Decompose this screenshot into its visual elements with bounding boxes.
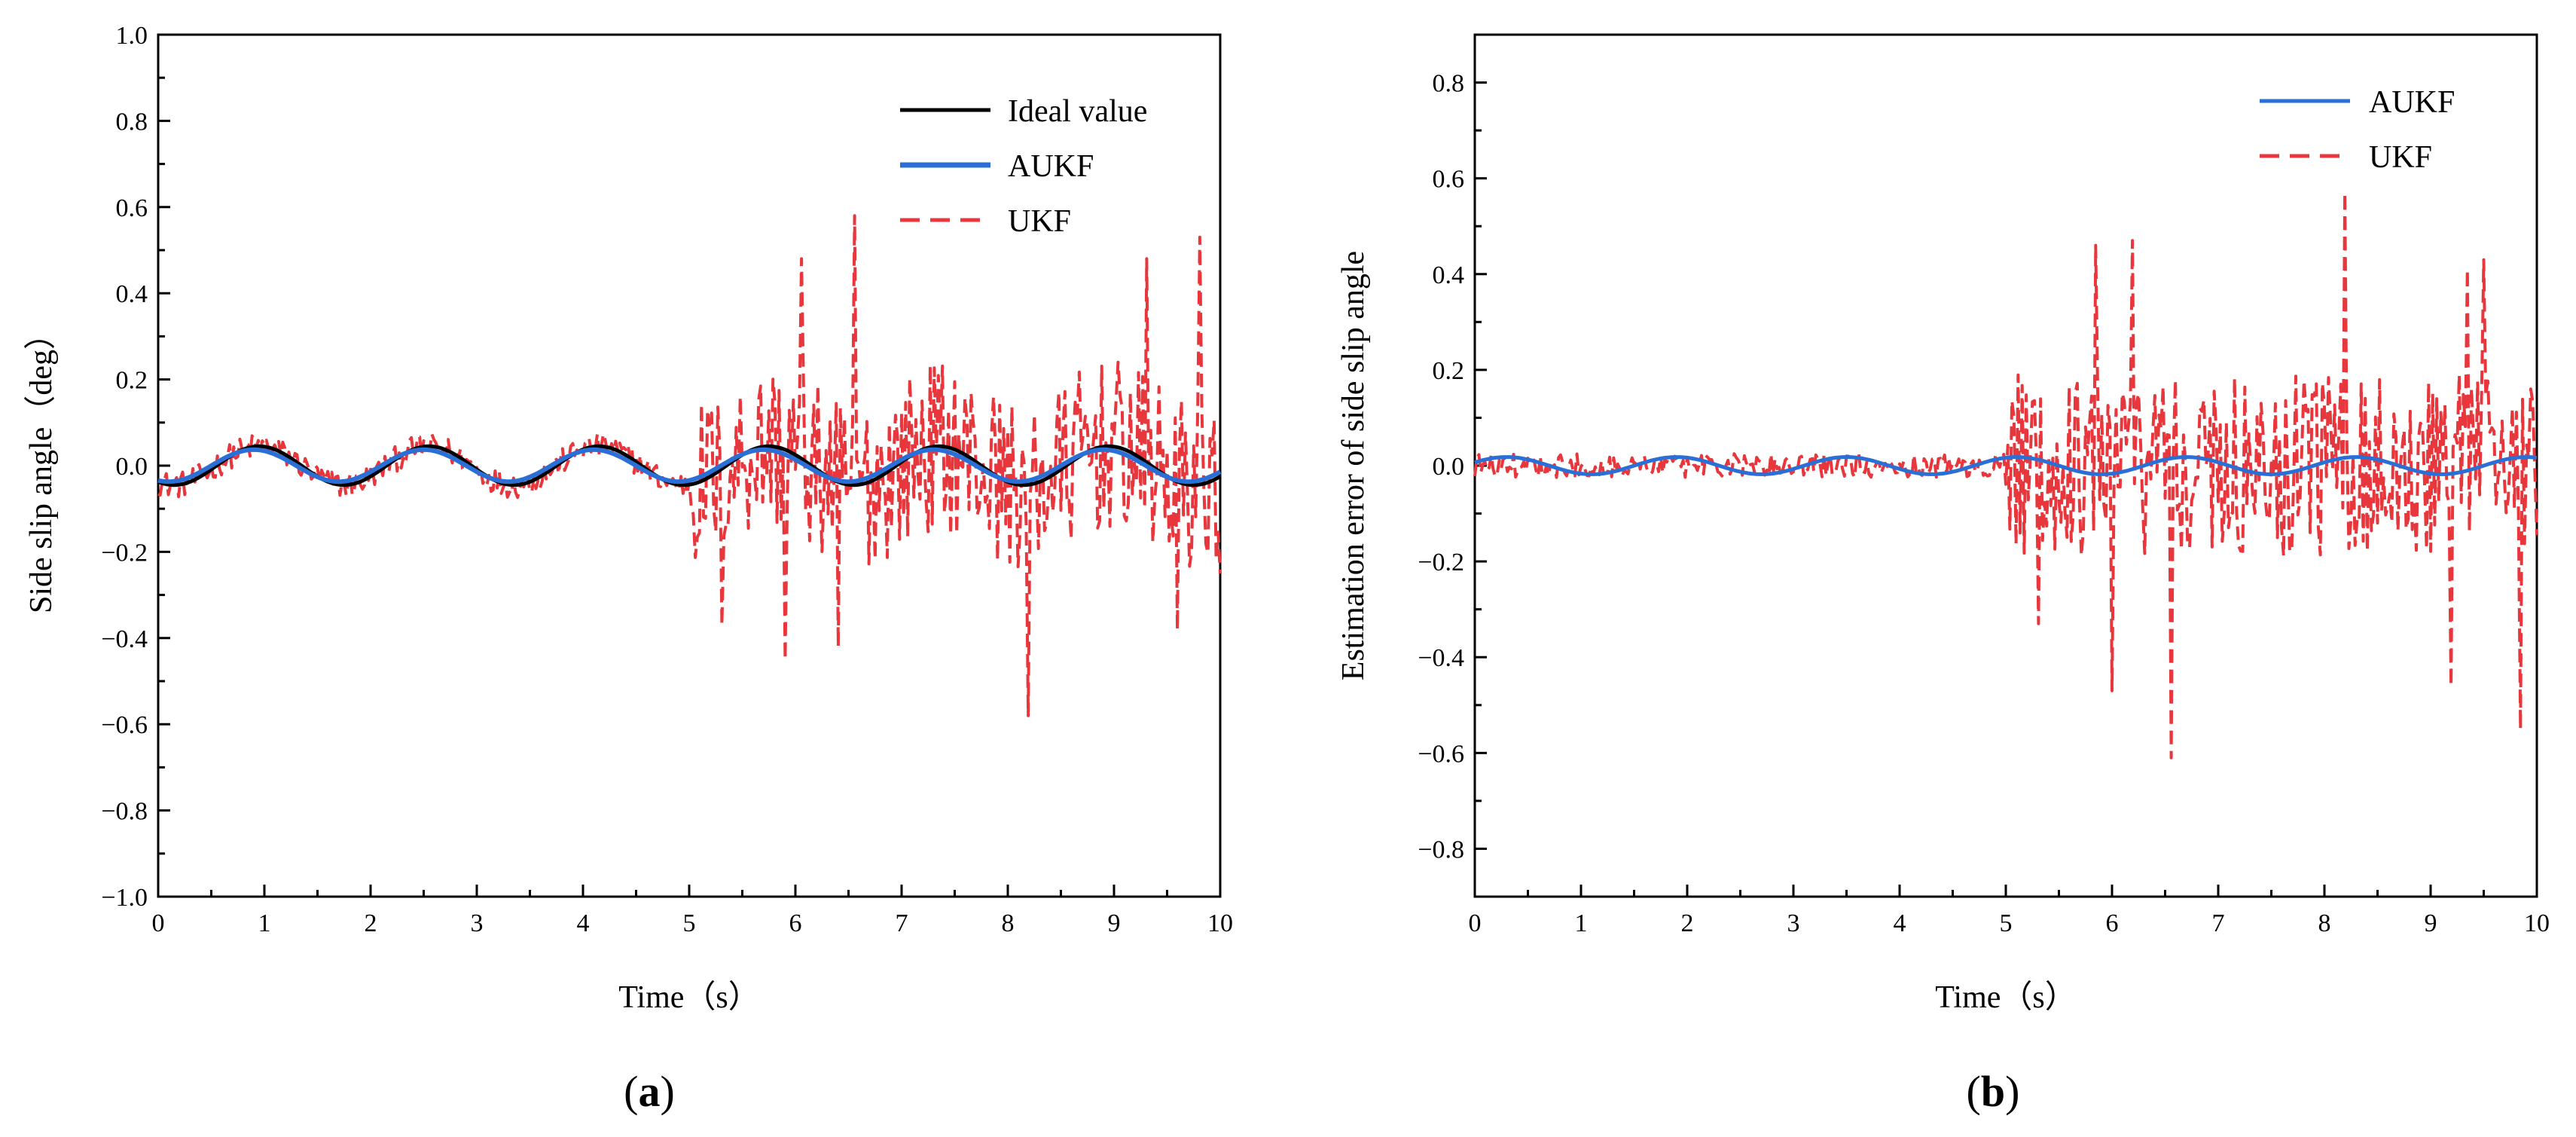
x-tick-label: 6 — [789, 909, 802, 937]
x-tick-label: 2 — [1681, 909, 1694, 937]
y-tick-label: −0.4 — [101, 625, 148, 653]
x-tick-label: 10 — [2524, 909, 2550, 937]
series-line-ideal-value — [157, 444, 1222, 488]
panel-b-y-axis-title: Estimation error of side slip angle — [1336, 251, 1371, 680]
panel-a-caption-letter: a — [639, 1067, 661, 1116]
panel-a-x-axis-title: Time（s） — [618, 980, 760, 1015]
y-tick-label: 0.6 — [116, 194, 148, 222]
y-tick-label: −0.8 — [1418, 836, 1464, 863]
panel-a-ticks: 0 1 2 3 4 5 6 7 8 9 10 −1.0 −0.8 −0.6 −0.4 −0.2 0.0 0.2 0.… — [101, 22, 1233, 937]
legend-label-ukf: UKF — [1008, 204, 1071, 239]
y-tick-label: 0.2 — [116, 367, 148, 395]
y-tick-label: −0.4 — [1418, 644, 1464, 672]
panel-a-caption: (a) — [624, 1067, 675, 1116]
y-tick-label: 0.4 — [1433, 261, 1465, 289]
x-tick-label: 7 — [2212, 909, 2225, 937]
x-tick-label: 3 — [471, 909, 484, 937]
y-tick-label: 0.4 — [116, 280, 148, 308]
series-line-ukf — [1473, 191, 2538, 760]
y-tick-label: −1.0 — [101, 884, 148, 912]
y-tick-label: 1.0 — [116, 22, 148, 50]
panel-b-caption-letter: b — [1981, 1067, 2005, 1116]
panel-b-ticks: 0 1 2 3 4 5 6 7 8 9 10 −0.8 −0.6 −0.4 −0.2 0.0 0.2 0.4 0.6… — [1418, 70, 2550, 937]
x-tick-label: 8 — [2318, 909, 2331, 937]
y-tick-label: −0.2 — [1418, 549, 1464, 576]
series-line-aukf — [1474, 455, 2538, 476]
y-tick-label: 0.8 — [1433, 70, 1465, 98]
x-tick-label: 1 — [258, 909, 271, 937]
panel-b-chart: 0 1 2 3 4 5 6 7 8 9 10 −0.8 −0.6 −0.4 −0.2 0.0 0.2 0.4 0.6… — [1336, 33, 2550, 1116]
x-tick-label: 8 — [1002, 909, 1015, 937]
x-tick-label: 9 — [1108, 909, 1121, 937]
x-tick-label: 5 — [683, 909, 696, 937]
panel-a-y-axis-title: Side slip angle（deg） — [24, 318, 59, 613]
y-tick-label: 0.2 — [1433, 357, 1465, 385]
y-tick-label: 0.0 — [116, 453, 148, 481]
x-tick-label: 6 — [2106, 909, 2119, 937]
y-tick-label: 0.8 — [116, 108, 148, 136]
panel-b-series — [1473, 191, 2538, 760]
y-tick-label: −0.2 — [101, 539, 148, 567]
panel-b-x-axis-title: Time（s） — [1935, 980, 2077, 1015]
x-tick-label: 5 — [2000, 909, 2013, 937]
x-tick-label: 4 — [1894, 909, 1906, 937]
legend-label-ukf-b: UKF — [2369, 140, 2432, 175]
legend-label-ideal-value: Ideal value — [1008, 94, 1147, 129]
legend-label-aukf-b: AUKF — [2369, 85, 2455, 120]
x-tick-label: 9 — [2425, 909, 2437, 937]
y-tick-label: 0.6 — [1433, 166, 1465, 194]
panel-a-series — [157, 214, 1222, 717]
x-tick-label: 7 — [896, 909, 908, 937]
series-line-aukf — [157, 447, 1222, 484]
x-tick-label: 10 — [1207, 909, 1233, 937]
x-tick-label: 3 — [1787, 909, 1800, 937]
panel-a-legend: Ideal value AUKF UKF — [900, 94, 1147, 239]
legend-label-aukf: AUKF — [1008, 149, 1094, 184]
y-tick-label: 0.0 — [1433, 453, 1465, 481]
y-tick-label: −0.6 — [101, 711, 148, 739]
y-tick-label: −0.6 — [1418, 740, 1464, 768]
panel-b-caption: (b) — [1967, 1067, 2020, 1116]
panel-a-chart: 0 1 2 3 4 5 6 7 8 9 10 −1.0 −0.8 −0.6 −0.4 −0.2 0.0 0.2 0.… — [24, 22, 1233, 1116]
x-tick-label: 4 — [577, 909, 590, 937]
x-tick-label: 1 — [1575, 909, 1588, 937]
x-tick-label: 2 — [365, 909, 377, 937]
y-tick-label: −0.8 — [101, 798, 148, 826]
panel-b-legend: AUKF UKF — [2260, 85, 2455, 175]
x-tick-label: 0 — [1469, 909, 1482, 937]
x-tick-label: 0 — [152, 909, 165, 937]
